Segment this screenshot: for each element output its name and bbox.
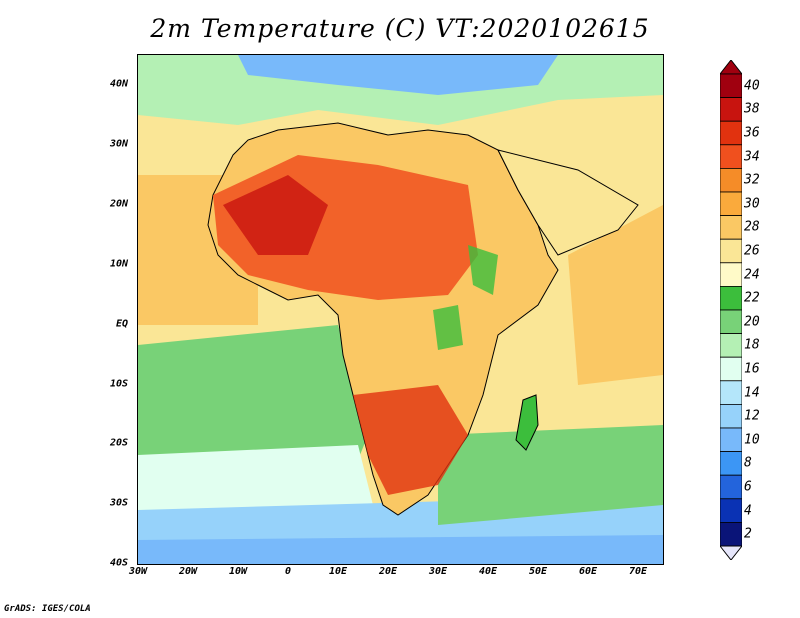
arabia-land (497, 149, 639, 256)
lon-label: 40E (478, 566, 498, 577)
indian-ocean-warm (568, 205, 663, 385)
lon-label: 10E (328, 566, 348, 577)
temperature-map (137, 54, 664, 565)
lat-label: 10S (109, 378, 128, 390)
lon-label: 20E (378, 566, 398, 577)
colorbar-bottom-arrow (720, 545, 742, 560)
colorbar-swatch (720, 262, 742, 287)
europe-cold-zone (238, 55, 558, 95)
lon-label: 10W (228, 566, 248, 577)
colorbar-swatch (720, 403, 742, 429)
colorbar-swatch (720, 451, 742, 476)
colorbar-swatch (720, 191, 742, 217)
colorbar-label: 30 (744, 196, 760, 212)
colorbar-label: 34 (744, 149, 760, 165)
lon-label: 0 (284, 566, 292, 577)
colorbar-swatch (720, 168, 742, 193)
west-africa-hottest (223, 175, 328, 255)
colorbar-label: 36 (744, 125, 760, 141)
southern-africa-hot (353, 385, 468, 495)
lon-label: 30W (128, 566, 148, 577)
colorbar-swatch (720, 309, 742, 335)
colorbar-swatch (720, 380, 742, 405)
lat-label: 20N (109, 198, 128, 210)
colorbar-label: 24 (744, 267, 760, 283)
colorbar-label: 32 (744, 172, 760, 188)
lat-label: 20S (109, 437, 128, 449)
colorbar-label: 40 (744, 78, 760, 94)
lat-label: 30N (109, 138, 128, 150)
colorbar-label: 22 (744, 290, 760, 306)
lat-label: 40S (109, 557, 128, 569)
colorbar-swatch (720, 356, 742, 382)
ethiopia-highlands (468, 245, 498, 295)
colorbar-swatch (720, 498, 742, 523)
colorbar-label: 20 (744, 314, 760, 330)
colorbar-swatch (720, 97, 742, 122)
lat-label: 10N (109, 258, 128, 270)
southern-ocean-deep (138, 535, 663, 564)
lon-label: 60E (578, 566, 598, 577)
colorbar-label: 16 (744, 361, 760, 377)
colorbar-label: 26 (744, 243, 760, 259)
lon-label: 30E (428, 566, 448, 577)
colorbar-label: 28 (744, 219, 760, 235)
madagascar (515, 394, 539, 451)
great-lakes-green (433, 305, 463, 350)
lat-label: 40N (109, 78, 128, 90)
colorbar-swatch (720, 238, 742, 264)
lat-label: 30S (109, 497, 128, 509)
colorbar-label: 6 (744, 479, 752, 495)
lat-label: EQ (115, 318, 128, 330)
colorbar-label: 18 (744, 337, 760, 353)
map-title: 2m Temperature (C) VT:2020102615 (150, 14, 650, 43)
colorbar-swatch (720, 120, 742, 146)
lon-label: 70E (628, 566, 648, 577)
colorbar-swatch (720, 521, 742, 547)
colorbar-swatch (720, 215, 742, 240)
colorbar-label: 10 (744, 432, 760, 448)
colorbar-top-arrow (720, 60, 742, 75)
colorbar-swatch (720, 427, 742, 453)
colorbar (720, 60, 742, 560)
map-canvas (138, 55, 663, 564)
colorbar-swatch (720, 474, 742, 500)
colorbar-label: 38 (744, 101, 760, 117)
colorbar-label: 8 (744, 455, 752, 471)
colorbar-label: 12 (744, 408, 760, 424)
colorbar-label: 4 (744, 503, 752, 519)
colorbar-swatch (720, 285, 742, 311)
colorbar-label: 14 (744, 385, 760, 401)
lon-label: 20W (178, 566, 198, 577)
colorbar-swatch (720, 73, 742, 99)
south-indian-green (438, 425, 663, 525)
colorbar-swatch (720, 144, 742, 169)
lon-label: 50E (528, 566, 548, 577)
colorbar-swatch (720, 333, 742, 358)
colorbar-label: 2 (744, 526, 752, 542)
credit-text: GrADS: IGES/COLA (4, 604, 91, 614)
